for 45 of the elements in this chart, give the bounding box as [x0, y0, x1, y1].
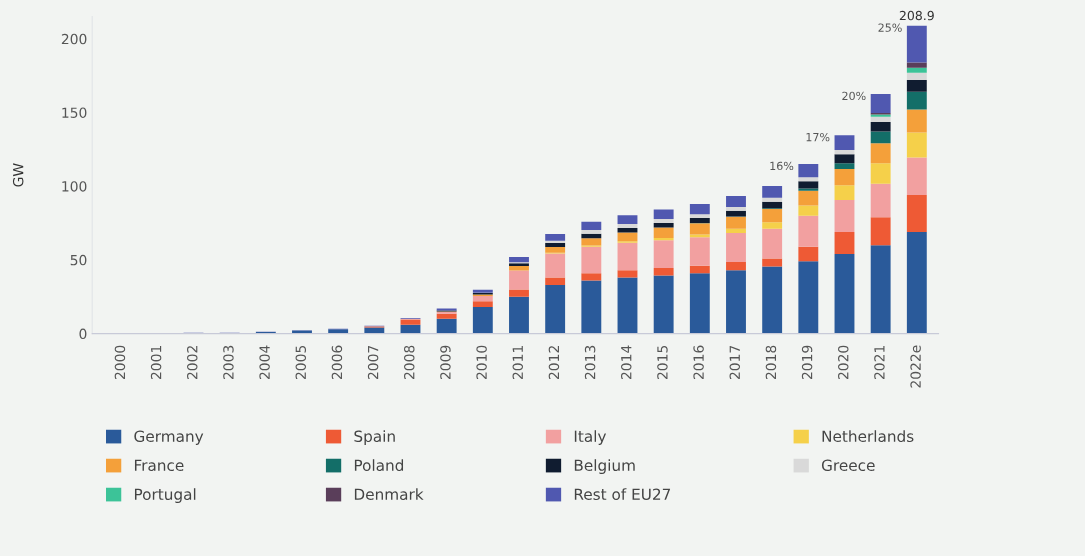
x-tick-label: 2019	[801, 345, 813, 380]
legend-label: Poland	[354, 459, 404, 472]
x-tick-label: 2014	[621, 345, 632, 380]
x-tick-label: 2004	[259, 345, 270, 380]
x-tick-label: 2000	[114, 345, 126, 380]
x-tick-label: 2001	[150, 345, 162, 380]
annotation: 17%	[806, 132, 830, 142]
x-tick-label: 2021	[874, 345, 885, 380]
y-axis-title: GW	[12, 163, 24, 187]
annotation: 16%	[770, 161, 794, 171]
annotation: 25%	[878, 23, 902, 32]
legend-label: Italy	[574, 430, 607, 445]
x-tick-label: 2006	[331, 345, 343, 380]
legend-label: Denmark	[354, 488, 424, 501]
annotation: 20%	[842, 91, 866, 101]
legend-label: Greece	[821, 459, 875, 472]
legend-label: Belgium	[574, 459, 635, 474]
legend-label: Germany	[134, 430, 204, 445]
x-tick-label: 2022e	[910, 345, 921, 388]
y-tick-label: 100	[62, 181, 87, 192]
x-tick-label: 2017	[729, 345, 741, 380]
x-tick-label: 2008	[404, 345, 415, 380]
legend-label: Rest of EU27	[574, 488, 671, 501]
legend-label: Portugal	[134, 488, 196, 503]
x-tick-label: 2018	[765, 345, 777, 380]
total-label: 208.9	[899, 10, 934, 21]
x-tick-label: 2009	[440, 345, 451, 380]
x-tick-label: 2016	[693, 345, 704, 380]
x-tick-label: 2003	[223, 345, 234, 380]
x-tick-label: 2020	[838, 345, 849, 380]
x-tick-label: 2015	[657, 345, 668, 380]
x-tick-label: 2002	[187, 346, 198, 380]
y-tick-label: 200	[61, 33, 87, 45]
x-tick-label: 2011	[512, 345, 524, 380]
legend-label: Spain	[354, 430, 395, 445]
x-tick-label: 2007	[367, 345, 379, 380]
legend-label: France	[134, 459, 184, 472]
y-tick-label: 150	[62, 107, 87, 118]
legend-label: Netherlands	[822, 430, 914, 443]
x-tick-label: 2013	[584, 345, 596, 380]
x-tick-label: 2005	[295, 345, 307, 380]
x-tick-label: 2012	[548, 346, 560, 380]
y-tick-label: 50	[70, 254, 87, 266]
x-tick-label: 2010	[476, 345, 487, 380]
y-tick-label: 0	[79, 328, 87, 340]
